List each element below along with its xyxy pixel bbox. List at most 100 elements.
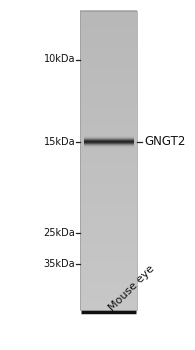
- Bar: [83, 149, 134, 150]
- Bar: [80, 295, 137, 297]
- Bar: [83, 139, 134, 140]
- Bar: [80, 220, 137, 222]
- Bar: [83, 139, 134, 140]
- Bar: [80, 101, 137, 102]
- Bar: [80, 146, 137, 147]
- Bar: [80, 38, 137, 40]
- Bar: [80, 56, 137, 57]
- Bar: [83, 145, 134, 146]
- Bar: [80, 168, 137, 169]
- Bar: [80, 144, 137, 145]
- Text: GNGT2: GNGT2: [144, 135, 185, 148]
- Bar: [80, 272, 137, 273]
- Text: 25kDa: 25kDa: [43, 228, 75, 238]
- Bar: [83, 135, 134, 136]
- Bar: [80, 280, 137, 282]
- Bar: [80, 31, 137, 33]
- Bar: [80, 132, 137, 133]
- Bar: [80, 223, 137, 224]
- Bar: [80, 40, 137, 41]
- Bar: [80, 275, 137, 277]
- Bar: [80, 212, 137, 213]
- Bar: [80, 174, 137, 175]
- Bar: [80, 149, 137, 150]
- Bar: [80, 82, 137, 83]
- Bar: [80, 158, 137, 159]
- Bar: [83, 147, 134, 148]
- Bar: [80, 270, 137, 271]
- Bar: [80, 143, 137, 144]
- Bar: [80, 233, 137, 234]
- Bar: [80, 214, 137, 215]
- Bar: [80, 71, 137, 72]
- Bar: [80, 164, 137, 165]
- Text: 15kDa: 15kDa: [44, 137, 75, 147]
- Bar: [80, 11, 137, 13]
- Bar: [80, 236, 137, 237]
- Bar: [80, 299, 137, 300]
- Bar: [80, 222, 137, 223]
- Bar: [80, 253, 137, 255]
- Bar: [80, 244, 137, 245]
- Bar: [80, 18, 137, 20]
- Bar: [80, 177, 137, 178]
- Bar: [80, 196, 137, 197]
- Bar: [80, 225, 137, 226]
- Bar: [80, 65, 137, 66]
- Bar: [80, 278, 137, 279]
- Bar: [80, 75, 137, 76]
- Bar: [80, 181, 137, 182]
- Bar: [80, 257, 137, 258]
- Bar: [83, 136, 134, 137]
- Bar: [80, 237, 137, 238]
- Bar: [80, 188, 137, 189]
- Bar: [80, 182, 137, 183]
- Bar: [80, 290, 137, 292]
- Bar: [83, 149, 134, 150]
- Bar: [80, 210, 137, 211]
- Bar: [80, 100, 137, 101]
- Bar: [80, 74, 137, 75]
- Bar: [80, 184, 137, 185]
- Bar: [80, 84, 137, 85]
- Bar: [80, 289, 137, 291]
- Bar: [80, 199, 137, 201]
- Bar: [80, 230, 137, 231]
- Bar: [80, 45, 137, 47]
- Bar: [80, 61, 137, 62]
- Bar: [80, 10, 137, 310]
- Text: Mouse eye: Mouse eye: [107, 264, 157, 313]
- Bar: [80, 246, 137, 247]
- Bar: [80, 139, 137, 140]
- Bar: [80, 169, 137, 170]
- Bar: [80, 96, 137, 97]
- Bar: [80, 197, 137, 198]
- Bar: [80, 160, 137, 161]
- Bar: [80, 194, 137, 195]
- Bar: [80, 226, 137, 228]
- Bar: [80, 161, 137, 162]
- Bar: [80, 83, 137, 84]
- Bar: [80, 15, 137, 16]
- Bar: [83, 142, 134, 143]
- Bar: [80, 99, 137, 100]
- Bar: [80, 189, 137, 190]
- Bar: [83, 141, 134, 142]
- Bar: [80, 159, 137, 160]
- Bar: [80, 55, 137, 56]
- Bar: [80, 120, 137, 121]
- Bar: [80, 206, 137, 207]
- Bar: [80, 89, 137, 90]
- Bar: [80, 260, 137, 261]
- Bar: [80, 243, 137, 244]
- Bar: [80, 240, 137, 242]
- Bar: [80, 137, 137, 138]
- Bar: [80, 29, 137, 30]
- Bar: [80, 10, 137, 12]
- Bar: [80, 187, 137, 188]
- Bar: [80, 213, 137, 214]
- Bar: [80, 276, 137, 278]
- Bar: [80, 113, 137, 114]
- Bar: [80, 268, 137, 270]
- Bar: [80, 173, 137, 174]
